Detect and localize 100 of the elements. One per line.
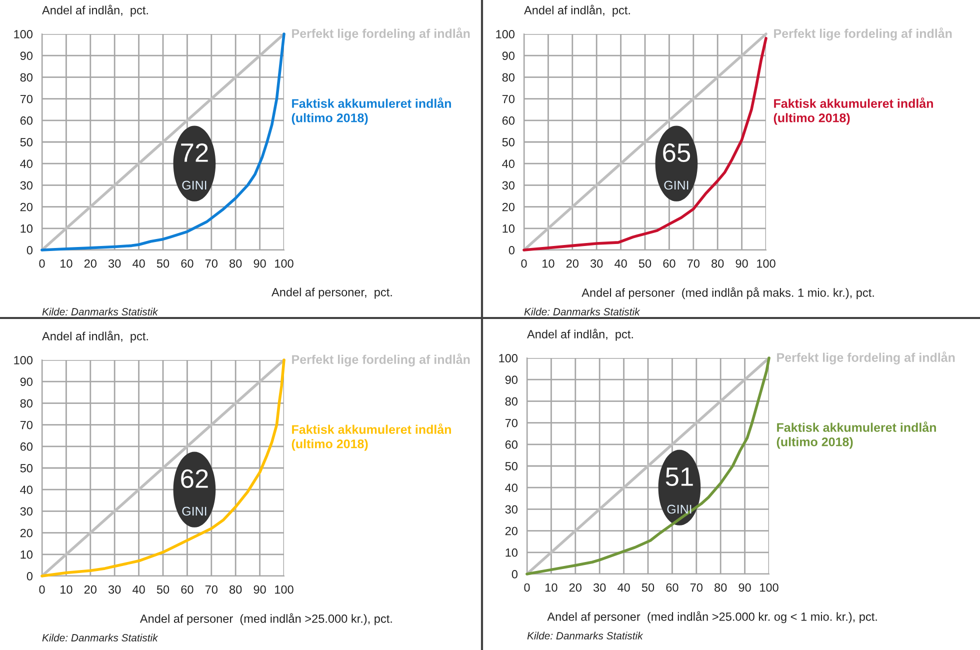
y-tick-label: 0 [26,246,33,254]
y-tick-label: 90 [505,376,518,384]
y-tick-label: 70 [20,94,33,104]
x-tick-label: 80 [230,585,242,594]
x-tick-label: 50 [642,583,654,592]
x-tick-label: 10 [542,259,554,268]
y-tick-label: 10 [20,224,33,233]
x-tick-label: 40 [614,259,627,268]
series-label: Perfekt lige fordeling af indlån [774,28,952,40]
series-label: Perfekt lige fordeling af indlån [292,28,470,40]
x-tick-label: 30 [593,583,606,592]
x-tick-label: 90 [254,585,266,594]
x-tick-label: 0 [521,259,527,268]
series-label: Faktisk akkumuleret indlån (ultimo 2018) [774,98,933,125]
y-tick-label: 50 [505,462,518,470]
annotation: GINI [667,504,692,514]
y-tick-label: 60 [502,116,515,125]
y-tick-label: 20 [20,202,33,212]
series-label: Faktisk akkumuleret indlån (ultimo 2018) [776,422,936,449]
y-tick-label: 30 [20,507,33,516]
series-label: Faktisk akkumuleret indlån (ultimo 2018) [292,424,451,451]
x-tick-label: 100 [757,259,776,268]
x-tick-label: 90 [736,259,748,268]
x-tick-label: 70 [205,259,218,268]
text: Kilde: Danmarks Statistik [524,308,640,316]
x-axis-title: Andel af personer (med indlån >25.000 kr. og < 1 mio. kr.), pct. [547,611,877,624]
y-tick-label: 80 [505,397,518,406]
x-tick-label: 90 [738,583,751,592]
x-tick-label: 80 [714,583,727,592]
y-tick-label: 90 [502,52,515,60]
y-tick-label: 40 [505,484,518,492]
y-axis-title: Andel af indlån, pct. [42,330,148,343]
x-tick-label: 40 [132,259,145,268]
y-tick-label: 60 [20,442,33,451]
y-axis-title: Andel af indlån, pct. [42,4,148,17]
y-tick-label: 100 [496,30,515,38]
y-tick-label: 40 [502,160,515,168]
x-tick-label: 50 [156,585,170,594]
y-tick-label: 70 [20,420,33,430]
x-tick-label: 0 [39,585,45,594]
y-tick-label: 90 [20,52,33,60]
x-tick-label: 80 [230,259,242,268]
y-tick-label: 30 [20,181,33,190]
x-tick-label: 30 [108,585,121,594]
x-tick-label: 20 [569,583,582,592]
y-tick-label: 30 [502,181,515,190]
x-tick-label: 30 [108,259,121,268]
x-tick-label: 70 [205,585,218,594]
text: Kilde: Danmarks Statistik [42,308,158,316]
x-tick-label: 40 [618,583,630,592]
x-axis-title: Andel af personer (med indlån på maks. 1 mio. kr.), pct. [582,287,874,300]
y-tick-label: 0 [512,570,518,578]
y-tick-label: 70 [505,418,518,428]
x-tick-label: 10 [60,259,72,268]
x-axis-title: Andel af personer (med indlån >25.000 kr.), pct. [140,613,392,626]
y-tick-label: 40 [20,486,33,494]
annotation: GINI [182,180,206,190]
y-tick-label: 20 [502,202,515,212]
annotation: GINI [182,506,206,516]
annotation: 51 [666,468,693,486]
y-tick-label: 50 [20,138,33,146]
y-tick-label: 20 [505,526,518,536]
annotation: 65 [663,143,690,162]
series-label: Perfekt lige fordeling af indlån [777,352,955,364]
x-tick-label: 100 [275,259,294,268]
y-tick-label: 90 [20,378,33,386]
y-tick-label: 100 [14,356,33,364]
annotation: 62 [181,469,208,488]
x-tick-label: 20 [84,259,97,268]
x-tick-label: 70 [690,583,703,592]
series-label: Perfekt lige fordeling af indlån [292,354,470,366]
annotation: 72 [181,143,208,162]
x-tick-label: 100 [760,583,778,592]
x-tick-label: 0 [39,259,45,268]
y-tick-label: 50 [502,138,515,146]
y-tick-label: 80 [20,73,33,82]
y-tick-label: 100 [499,354,518,362]
y-tick-label: 10 [20,550,33,559]
x-tick-label: 70 [687,259,700,268]
series-label: Faktisk akkumuleret indlån (ultimo 2018) [292,98,451,125]
x-tick-label: 60 [181,585,194,594]
y-tick-label: 0 [26,572,33,580]
x-tick-label: 30 [590,259,603,268]
x-tick-label: 60 [181,259,194,268]
x-tick-label: 50 [156,259,170,268]
x-tick-label: 40 [132,585,145,594]
x-tick-label: 90 [254,259,266,268]
x-tick-label: 10 [60,585,72,594]
annotation: GINI [664,180,688,190]
x-tick-label: 50 [638,259,652,268]
y-axis-title: Andel af indlån, pct. [524,4,630,17]
y-tick-label: 70 [502,94,515,104]
x-axis-title: Andel af personer, pct. [272,288,392,299]
y-tick-label: 40 [20,160,33,168]
x-tick-label: 10 [546,583,558,592]
x-tick-label: 80 [712,259,724,268]
y-tick-label: 30 [505,505,518,514]
y-tick-label: 10 [506,548,518,557]
y-tick-label: 20 [20,528,33,538]
x-tick-label: 0 [524,583,530,592]
